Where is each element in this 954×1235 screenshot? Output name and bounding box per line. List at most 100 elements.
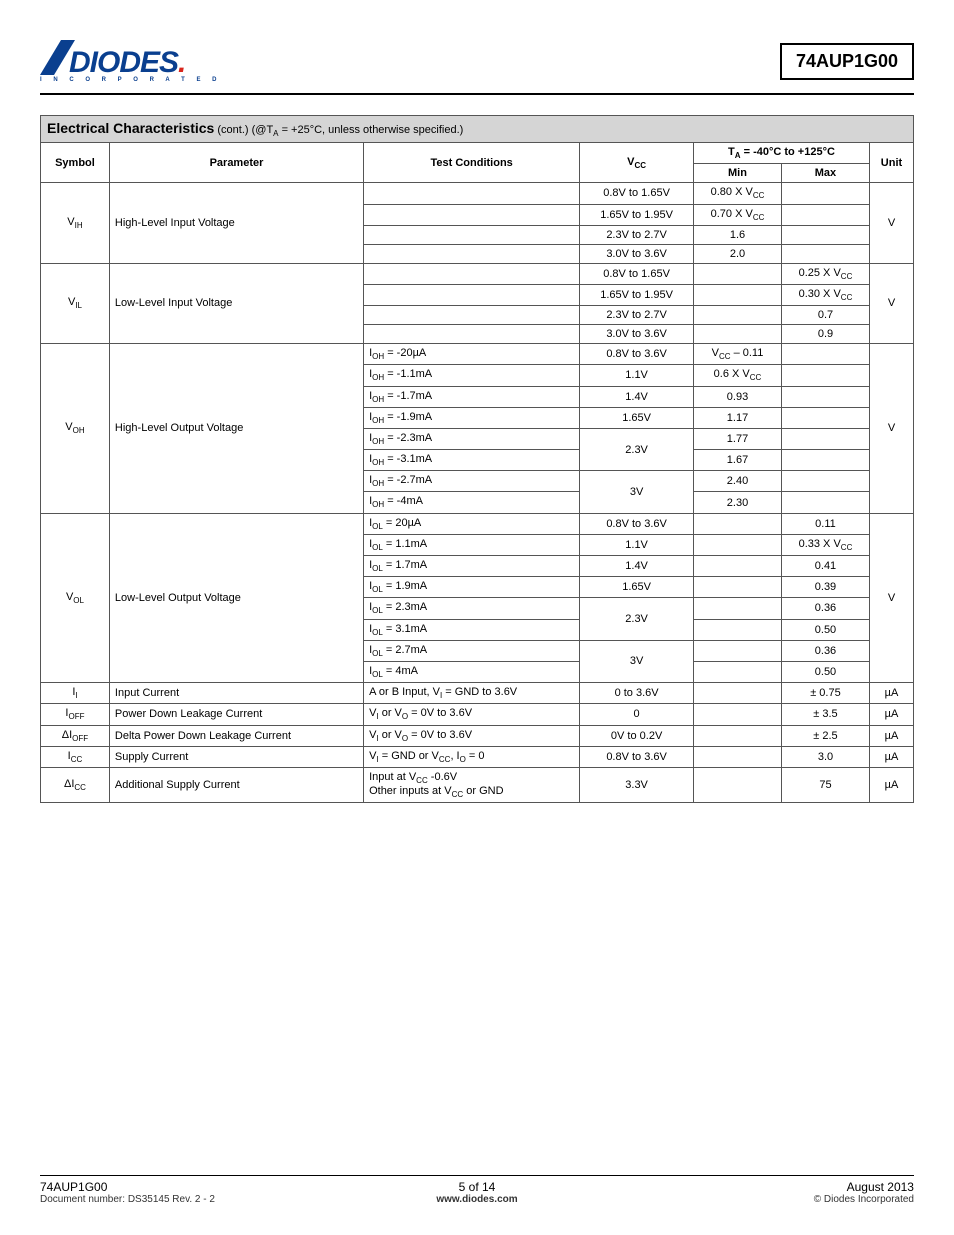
cell-vcc: 1.65V xyxy=(580,577,694,598)
cell-vcc: 1.4V xyxy=(580,386,694,407)
cell-vcc: 0.8V to 3.6V xyxy=(580,344,694,365)
section-title: Electrical Characteristics (cont.) (@TA … xyxy=(40,115,914,142)
cell-test-conditions: IOL = 3.1mA xyxy=(364,619,580,640)
cell-min: 0.80 X VCC xyxy=(694,183,782,204)
cell-unit: V xyxy=(869,263,913,343)
cell-parameter: Supply Current xyxy=(109,746,363,767)
cell-test-conditions: IOH = -4mA xyxy=(364,492,580,513)
table-row: VOHHigh-Level Output VoltageIOH = -20µA0… xyxy=(41,344,914,365)
cell-symbol: ICC xyxy=(41,746,110,767)
cell-max xyxy=(781,450,869,471)
cell-parameter: Low-Level Output Voltage xyxy=(109,513,363,683)
cell-vcc: 1.65V to 1.95V xyxy=(580,284,694,305)
cell-test-conditions: IOL = 1.7mA xyxy=(364,556,580,577)
cell-test-conditions xyxy=(364,204,580,225)
cell-max xyxy=(781,204,869,225)
footer-part: 74AUP1G00 xyxy=(40,1180,331,1194)
cell-min xyxy=(694,598,782,619)
cell-min xyxy=(694,284,782,305)
section-title-cont: (cont.) (@TA = +25°C, unless otherwise s… xyxy=(214,124,463,136)
cell-min: 1.77 xyxy=(694,428,782,449)
cell-symbol: II xyxy=(41,683,110,704)
cell-vcc: 3.0V to 3.6V xyxy=(580,244,694,263)
cell-max xyxy=(781,407,869,428)
cell-vcc: 2.3V to 2.7V xyxy=(580,306,694,325)
cell-vcc: 1.1V xyxy=(580,534,694,555)
cell-vcc: 0.8V to 3.6V xyxy=(580,746,694,767)
cell-vcc: 3.0V to 3.6V xyxy=(580,325,694,344)
cell-symbol: VIL xyxy=(41,263,110,343)
cell-min: VCC – 0.11 xyxy=(694,344,782,365)
page-footer: 74AUP1G00 5 of 14 August 2013 Document n… xyxy=(40,1175,914,1205)
cell-max: 0.39 xyxy=(781,577,869,598)
cell-min xyxy=(694,661,782,682)
cell-vcc: 3.3V xyxy=(580,767,694,802)
cell-max: ± 2.5 xyxy=(781,725,869,746)
cell-test-conditions: IOH = -3.1mA xyxy=(364,450,580,471)
cell-vcc: 2.3V to 2.7V xyxy=(580,225,694,244)
cell-unit: µA xyxy=(869,725,913,746)
th-symbol: Symbol xyxy=(41,143,110,183)
cell-max xyxy=(781,428,869,449)
electrical-characteristics-table: Symbol Parameter Test Conditions VCC TA … xyxy=(40,142,914,803)
cell-unit: V xyxy=(869,344,913,514)
cell-min xyxy=(694,513,782,534)
cell-min xyxy=(694,746,782,767)
cell-vcc: 3V xyxy=(580,640,694,682)
table-row: IIInput CurrentA or B Input, VI = GND to… xyxy=(41,683,914,704)
table-row: ΔIOFFDelta Power Down Leakage CurrentVI … xyxy=(41,725,914,746)
cell-min xyxy=(694,619,782,640)
cell-max xyxy=(781,471,869,492)
cell-test-conditions: IOH = -1.9mA xyxy=(364,407,580,428)
cell-max: ± 3.5 xyxy=(781,704,869,725)
footer-doc: Document number: DS35145 Rev. 2 - 2 xyxy=(40,1194,331,1205)
cell-test-conditions: IOL = 1.1mA xyxy=(364,534,580,555)
cell-min: 0.93 xyxy=(694,386,782,407)
footer-url: www.diodes.com xyxy=(331,1194,622,1205)
cell-test-conditions xyxy=(364,225,580,244)
cell-test-conditions: IOH = -2.3mA xyxy=(364,428,580,449)
cell-max: 0.50 xyxy=(781,619,869,640)
cell-unit: µA xyxy=(869,683,913,704)
cell-test-conditions xyxy=(364,244,580,263)
cell-vcc: 1.65V xyxy=(580,407,694,428)
cell-max xyxy=(781,365,869,386)
cell-test-conditions xyxy=(364,284,580,305)
cell-max: 0.41 xyxy=(781,556,869,577)
cell-max xyxy=(781,183,869,204)
cell-max: 0.7 xyxy=(781,306,869,325)
cell-test-conditions: IOH = -2.7mA xyxy=(364,471,580,492)
cell-min: 1.17 xyxy=(694,407,782,428)
cell-min xyxy=(694,306,782,325)
cell-max: 75 xyxy=(781,767,869,802)
cell-symbol: VIH xyxy=(41,183,110,263)
cell-test-conditions: Input at VCC -0.6VOther inputs at VCC or… xyxy=(364,767,580,802)
cell-parameter: High-Level Input Voltage xyxy=(109,183,363,263)
cell-test-conditions: IOH = -1.7mA xyxy=(364,386,580,407)
cell-test-conditions: IOH = -20µA xyxy=(364,344,580,365)
table-row: VOLLow-Level Output VoltageIOL = 20µA0.8… xyxy=(41,513,914,534)
cell-min: 2.0 xyxy=(694,244,782,263)
cell-min: 1.67 xyxy=(694,450,782,471)
cell-parameter: Input Current xyxy=(109,683,363,704)
cell-min xyxy=(694,534,782,555)
cell-test-conditions: VI or VO = 0V to 3.6V xyxy=(364,704,580,725)
cell-max: ± 0.75 xyxy=(781,683,869,704)
cell-vcc: 1.1V xyxy=(580,365,694,386)
cell-vcc: 3V xyxy=(580,471,694,513)
cell-parameter: Delta Power Down Leakage Current xyxy=(109,725,363,746)
header-rule xyxy=(40,93,914,95)
section-title-main: Electrical Characteristics xyxy=(47,120,214,136)
table-row: VILLow-Level Input Voltage0.8V to 1.65V0… xyxy=(41,263,914,284)
cell-max: 3.0 xyxy=(781,746,869,767)
cell-symbol: ΔICC xyxy=(41,767,110,802)
cell-max xyxy=(781,492,869,513)
cell-min: 1.6 xyxy=(694,225,782,244)
cell-test-conditions: IOL = 1.9mA xyxy=(364,577,580,598)
cell-test-conditions: VI or VO = 0V to 3.6V xyxy=(364,725,580,746)
cell-min: 0.6 X VCC xyxy=(694,365,782,386)
th-min: Min xyxy=(694,164,782,183)
th-ta-range: TA = -40°C to +125°C xyxy=(694,143,870,164)
cell-test-conditions xyxy=(364,183,580,204)
logo-text: DIODES xyxy=(69,46,178,79)
